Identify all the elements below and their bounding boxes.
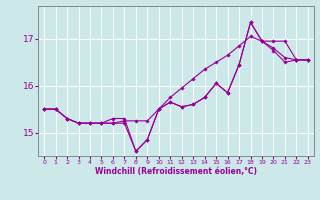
X-axis label: Windchill (Refroidissement éolien,°C): Windchill (Refroidissement éolien,°C) [95,167,257,176]
